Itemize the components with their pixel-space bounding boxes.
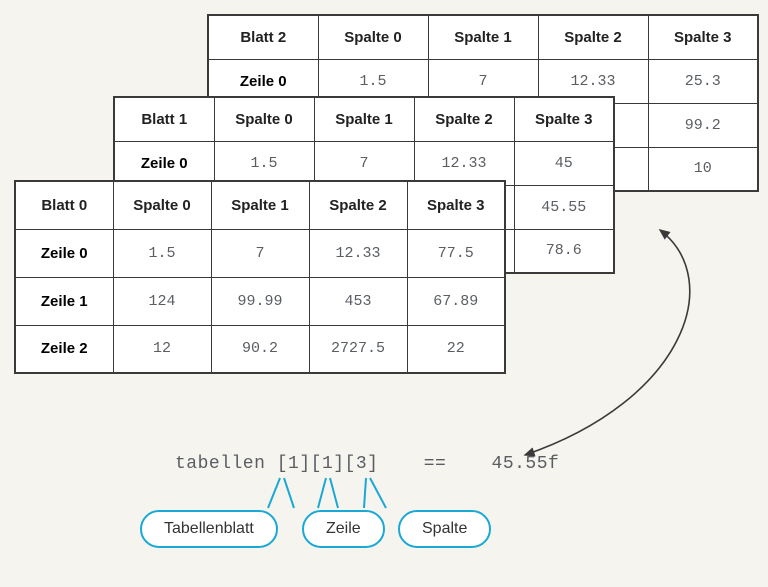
col-header: Spalte 2 [309, 181, 407, 229]
col-header: Spalte 3 [648, 15, 758, 59]
bubble-text: Tabellenblatt [164, 520, 254, 537]
label-bubble-zeile: Zeile [302, 510, 385, 548]
sheet-0-title: Blatt 0 [15, 181, 113, 229]
code-index-0: [1] [277, 454, 311, 474]
cell: 453 [309, 277, 407, 325]
bubble-text: Spalte [422, 520, 467, 537]
cell: 1.5 [214, 141, 314, 185]
cell: 22 [407, 325, 505, 373]
connector-icon [310, 476, 346, 510]
col-header: Spalte 0 [318, 15, 428, 59]
code-var: tabellen [175, 454, 265, 474]
cell: 67.89 [407, 277, 505, 325]
row-header: Zeile 1 [15, 277, 113, 325]
cell: 12 [113, 325, 211, 373]
cell: 1.5 [113, 229, 211, 277]
cell: 7 [211, 229, 309, 277]
col-header: Spalte 2 [538, 15, 648, 59]
row-header: Zeile 0 [15, 229, 113, 277]
label-bubble-blatt: Tabellenblatt [140, 510, 278, 548]
cell: 90.2 [211, 325, 309, 373]
code-result: 45.55f [492, 454, 560, 474]
col-header: Spalte 2 [414, 97, 514, 141]
col-header: Spalte 1 [211, 181, 309, 229]
code-eq: == [424, 454, 447, 474]
code-index-1: [1] [311, 454, 345, 474]
cell: 7 [314, 141, 414, 185]
cell: 99.2 [648, 103, 758, 147]
label-bubble-spalte: Spalte [398, 510, 491, 548]
col-header: Spalte 3 [407, 181, 505, 229]
cell: 45 [514, 141, 614, 185]
code-index-2: [3] [345, 454, 379, 474]
col-header: Spalte 3 [514, 97, 614, 141]
sheet-1-title: Blatt 1 [114, 97, 214, 141]
cell: 12.33 [414, 141, 514, 185]
cell: 10 [648, 147, 758, 191]
bubble-text: Zeile [326, 520, 361, 537]
cell: 25.3 [648, 59, 758, 103]
col-header: Spalte 1 [314, 97, 414, 141]
connector-icon [264, 476, 300, 510]
sheet-0-table: Blatt 0 Spalte 0 Spalte 1 Spalte 2 Spalt… [14, 180, 506, 374]
row-header: Zeile 0 [114, 141, 214, 185]
cell: 78.6 [514, 229, 614, 273]
cell: 2727.5 [309, 325, 407, 373]
cell: 77.5 [407, 229, 505, 277]
sheet-2-title: Blatt 2 [208, 15, 318, 59]
col-header: Spalte 0 [214, 97, 314, 141]
row-header: Zeile 2 [15, 325, 113, 373]
cell: 124 [113, 277, 211, 325]
code-expression: tabellen [1][1][3] == 45.55f [175, 454, 559, 474]
cell-highlight: 45.55 [514, 185, 614, 229]
cell: 99.99 [211, 277, 309, 325]
cell: 12.33 [309, 229, 407, 277]
connector-icon [352, 476, 388, 510]
col-header: Spalte 1 [428, 15, 538, 59]
col-header: Spalte 0 [113, 181, 211, 229]
